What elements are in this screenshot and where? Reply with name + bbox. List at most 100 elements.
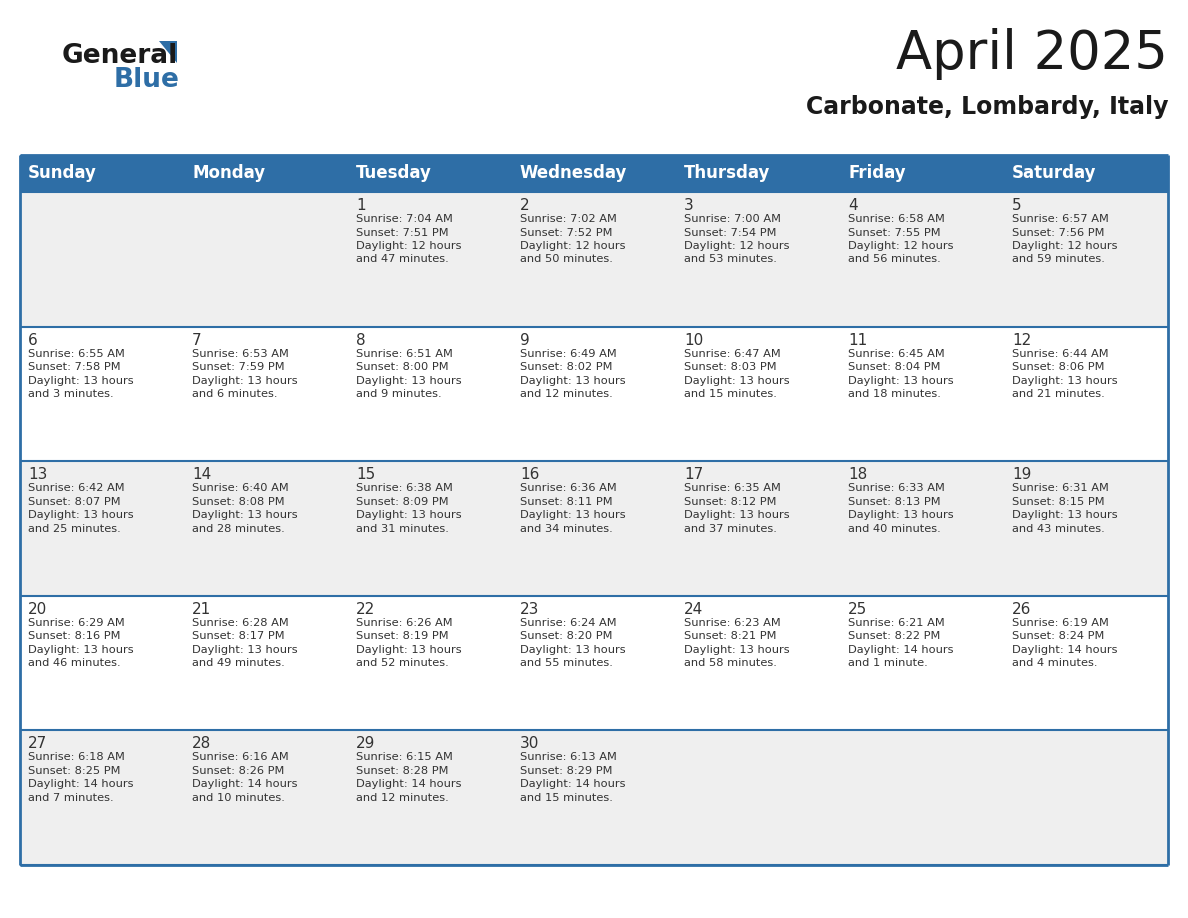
Text: Sunrise: 6:45 AM: Sunrise: 6:45 AM xyxy=(848,349,944,359)
Text: Sunrise: 6:44 AM: Sunrise: 6:44 AM xyxy=(1012,349,1108,359)
Text: Sunrise: 6:51 AM: Sunrise: 6:51 AM xyxy=(356,349,453,359)
Text: Sunset: 8:28 PM: Sunset: 8:28 PM xyxy=(356,766,449,776)
Text: 21: 21 xyxy=(192,602,211,617)
Text: Daylight: 13 hours: Daylight: 13 hours xyxy=(29,510,133,521)
Text: Daylight: 14 hours: Daylight: 14 hours xyxy=(29,779,133,789)
Text: Sunset: 8:12 PM: Sunset: 8:12 PM xyxy=(684,497,777,507)
Text: Sunset: 8:24 PM: Sunset: 8:24 PM xyxy=(1012,632,1105,642)
Bar xyxy=(20,731,1168,865)
Text: Sunset: 8:04 PM: Sunset: 8:04 PM xyxy=(848,362,941,372)
Text: and 46 minutes.: and 46 minutes. xyxy=(29,658,121,668)
Bar xyxy=(20,192,1168,327)
Text: Sunset: 8:06 PM: Sunset: 8:06 PM xyxy=(1012,362,1105,372)
Text: Saturday: Saturday xyxy=(1012,164,1097,183)
Text: Sunset: 8:02 PM: Sunset: 8:02 PM xyxy=(520,362,613,372)
Text: Sunrise: 7:02 AM: Sunrise: 7:02 AM xyxy=(520,214,617,224)
Text: 17: 17 xyxy=(684,467,703,482)
Text: 3: 3 xyxy=(684,198,694,213)
Text: Sunrise: 6:36 AM: Sunrise: 6:36 AM xyxy=(520,483,617,493)
Text: Sunset: 8:26 PM: Sunset: 8:26 PM xyxy=(192,766,284,776)
Text: Sunrise: 6:23 AM: Sunrise: 6:23 AM xyxy=(684,618,781,628)
Text: and 58 minutes.: and 58 minutes. xyxy=(684,658,777,668)
Text: Daylight: 14 hours: Daylight: 14 hours xyxy=(848,644,954,655)
Text: Sunset: 8:29 PM: Sunset: 8:29 PM xyxy=(520,766,613,776)
Text: 15: 15 xyxy=(356,467,375,482)
Text: Sunday: Sunday xyxy=(29,164,97,183)
Text: Daylight: 14 hours: Daylight: 14 hours xyxy=(520,779,626,789)
Text: and 25 minutes.: and 25 minutes. xyxy=(29,523,121,533)
Text: Sunset: 8:25 PM: Sunset: 8:25 PM xyxy=(29,766,120,776)
Text: Sunrise: 6:13 AM: Sunrise: 6:13 AM xyxy=(520,753,617,763)
Text: Sunset: 8:03 PM: Sunset: 8:03 PM xyxy=(684,362,777,372)
Text: 19: 19 xyxy=(1012,467,1031,482)
Text: Daylight: 12 hours: Daylight: 12 hours xyxy=(356,241,461,251)
Text: Daylight: 13 hours: Daylight: 13 hours xyxy=(192,510,298,521)
Text: Daylight: 13 hours: Daylight: 13 hours xyxy=(1012,510,1118,521)
Text: April 2025: April 2025 xyxy=(896,28,1168,80)
Text: Daylight: 12 hours: Daylight: 12 hours xyxy=(520,241,626,251)
Text: Sunset: 8:07 PM: Sunset: 8:07 PM xyxy=(29,497,121,507)
Text: Sunrise: 6:49 AM: Sunrise: 6:49 AM xyxy=(520,349,617,359)
Text: and 3 minutes.: and 3 minutes. xyxy=(29,389,114,399)
Text: Sunset: 8:13 PM: Sunset: 8:13 PM xyxy=(848,497,941,507)
Text: Daylight: 13 hours: Daylight: 13 hours xyxy=(192,375,298,386)
Text: 20: 20 xyxy=(29,602,48,617)
Text: Tuesday: Tuesday xyxy=(356,164,432,183)
Text: Sunrise: 6:57 AM: Sunrise: 6:57 AM xyxy=(1012,214,1108,224)
Text: 11: 11 xyxy=(848,332,867,348)
Text: 9: 9 xyxy=(520,332,530,348)
Text: 7: 7 xyxy=(192,332,202,348)
Text: Daylight: 13 hours: Daylight: 13 hours xyxy=(520,375,626,386)
Text: 28: 28 xyxy=(192,736,211,752)
Text: and 28 minutes.: and 28 minutes. xyxy=(192,523,285,533)
Text: Sunset: 7:55 PM: Sunset: 7:55 PM xyxy=(848,228,941,238)
Text: 27: 27 xyxy=(29,736,48,752)
Text: Sunset: 7:52 PM: Sunset: 7:52 PM xyxy=(520,228,613,238)
Text: and 50 minutes.: and 50 minutes. xyxy=(520,254,613,264)
Text: and 6 minutes.: and 6 minutes. xyxy=(192,389,278,399)
Text: Daylight: 13 hours: Daylight: 13 hours xyxy=(520,644,626,655)
Text: 12: 12 xyxy=(1012,332,1031,348)
Text: Daylight: 13 hours: Daylight: 13 hours xyxy=(1012,375,1118,386)
Text: Friday: Friday xyxy=(848,164,905,183)
Text: Sunrise: 6:19 AM: Sunrise: 6:19 AM xyxy=(1012,618,1108,628)
Text: Monday: Monday xyxy=(192,164,265,183)
Text: Sunset: 8:09 PM: Sunset: 8:09 PM xyxy=(356,497,449,507)
Text: Sunset: 8:19 PM: Sunset: 8:19 PM xyxy=(356,632,449,642)
Text: Sunset: 7:51 PM: Sunset: 7:51 PM xyxy=(356,228,449,238)
Text: Thursday: Thursday xyxy=(684,164,770,183)
Text: Daylight: 13 hours: Daylight: 13 hours xyxy=(684,510,790,521)
Text: 13: 13 xyxy=(29,467,48,482)
Text: 5: 5 xyxy=(1012,198,1022,213)
Text: 2: 2 xyxy=(520,198,530,213)
Text: Sunset: 7:56 PM: Sunset: 7:56 PM xyxy=(1012,228,1105,238)
Text: Sunrise: 6:29 AM: Sunrise: 6:29 AM xyxy=(29,618,125,628)
Text: and 52 minutes.: and 52 minutes. xyxy=(356,658,449,668)
Text: 26: 26 xyxy=(1012,602,1031,617)
Text: Blue: Blue xyxy=(114,67,179,93)
Text: Sunset: 8:17 PM: Sunset: 8:17 PM xyxy=(192,632,285,642)
Text: and 4 minutes.: and 4 minutes. xyxy=(1012,658,1098,668)
Text: and 40 minutes.: and 40 minutes. xyxy=(848,523,941,533)
Text: Daylight: 13 hours: Daylight: 13 hours xyxy=(848,510,954,521)
Text: and 7 minutes.: and 7 minutes. xyxy=(29,793,114,803)
Text: Sunset: 8:22 PM: Sunset: 8:22 PM xyxy=(848,632,941,642)
Text: 18: 18 xyxy=(848,467,867,482)
Text: Sunrise: 6:18 AM: Sunrise: 6:18 AM xyxy=(29,753,125,763)
Text: Sunrise: 6:28 AM: Sunrise: 6:28 AM xyxy=(192,618,289,628)
Text: Sunrise: 6:26 AM: Sunrise: 6:26 AM xyxy=(356,618,453,628)
Text: Sunset: 8:11 PM: Sunset: 8:11 PM xyxy=(520,497,613,507)
Text: Sunrise: 6:55 AM: Sunrise: 6:55 AM xyxy=(29,349,125,359)
Text: and 12 minutes.: and 12 minutes. xyxy=(520,389,613,399)
Text: and 10 minutes.: and 10 minutes. xyxy=(192,793,285,803)
Text: 16: 16 xyxy=(520,467,539,482)
Text: Daylight: 13 hours: Daylight: 13 hours xyxy=(684,644,790,655)
Text: Sunset: 8:20 PM: Sunset: 8:20 PM xyxy=(520,632,613,642)
Text: 10: 10 xyxy=(684,332,703,348)
Text: and 55 minutes.: and 55 minutes. xyxy=(520,658,613,668)
Text: 23: 23 xyxy=(520,602,539,617)
Text: Sunset: 8:16 PM: Sunset: 8:16 PM xyxy=(29,632,120,642)
Text: Daylight: 13 hours: Daylight: 13 hours xyxy=(848,375,954,386)
Text: 14: 14 xyxy=(192,467,211,482)
Text: Sunrise: 6:33 AM: Sunrise: 6:33 AM xyxy=(848,483,944,493)
